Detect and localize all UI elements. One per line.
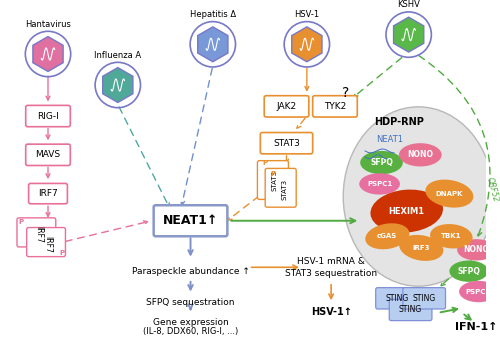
Polygon shape [394, 17, 424, 52]
Text: HSV-1: HSV-1 [294, 10, 320, 19]
FancyBboxPatch shape [260, 132, 312, 154]
FancyBboxPatch shape [265, 168, 296, 207]
Text: SFPQ sequestration: SFPQ sequestration [146, 298, 235, 307]
Text: STAT3: STAT3 [273, 139, 300, 148]
Text: MAVS: MAVS [36, 150, 60, 159]
Polygon shape [33, 37, 63, 71]
Text: Hantavirus: Hantavirus [25, 20, 71, 29]
Ellipse shape [360, 151, 403, 174]
Text: P: P [270, 171, 276, 177]
Ellipse shape [399, 235, 444, 261]
Ellipse shape [399, 143, 442, 166]
Ellipse shape [426, 179, 474, 208]
Text: NONO: NONO [464, 245, 489, 254]
Ellipse shape [459, 281, 498, 302]
Text: cGAS: cGAS [377, 233, 398, 239]
Text: STING: STING [412, 294, 436, 303]
FancyBboxPatch shape [26, 227, 66, 257]
Text: KSHV: KSHV [397, 0, 420, 9]
Text: SFPQ: SFPQ [458, 267, 480, 276]
Text: STAT3 sequestration: STAT3 sequestration [285, 269, 377, 277]
Text: IRF3: IRF3 [412, 245, 430, 251]
Text: SFPQ: SFPQ [370, 158, 393, 167]
Text: Hepatitis Δ: Hepatitis Δ [190, 10, 236, 19]
Text: HDP-RNP: HDP-RNP [374, 117, 424, 127]
Ellipse shape [343, 107, 494, 286]
Text: PSPC1: PSPC1 [466, 289, 491, 294]
Text: IRF7: IRF7 [38, 189, 58, 198]
Text: NEAT1: NEAT1 [376, 135, 403, 144]
Ellipse shape [370, 190, 443, 233]
Polygon shape [198, 27, 228, 62]
Text: STAT3: STAT3 [272, 169, 278, 191]
Text: Gene expression: Gene expression [152, 318, 228, 327]
Polygon shape [102, 68, 133, 102]
Text: STING: STING [386, 294, 408, 303]
Text: (IL-8, DDX60, RIG-I, ...): (IL-8, DDX60, RIG-I, ...) [143, 328, 238, 336]
Text: IRF7: IRF7 [34, 226, 43, 243]
Text: HSV-1 mRNA &: HSV-1 mRNA & [297, 257, 365, 266]
FancyBboxPatch shape [258, 161, 288, 199]
Text: TBK1: TBK1 [441, 233, 462, 239]
FancyBboxPatch shape [403, 288, 446, 309]
FancyBboxPatch shape [26, 144, 70, 166]
Text: Paraspeckle abundance ↑: Paraspeckle abundance ↑ [132, 267, 250, 276]
FancyBboxPatch shape [154, 205, 228, 236]
Text: IFN-1↑: IFN-1↑ [456, 322, 498, 332]
Text: NEAT1↑: NEAT1↑ [163, 214, 218, 227]
Ellipse shape [359, 173, 400, 195]
FancyBboxPatch shape [17, 218, 56, 247]
Polygon shape [292, 27, 322, 62]
FancyBboxPatch shape [26, 105, 70, 127]
Text: TYK2: TYK2 [324, 102, 346, 111]
Text: Influenza A: Influenza A [94, 51, 142, 60]
Text: P: P [262, 160, 268, 166]
Text: STING: STING [399, 306, 422, 314]
Text: P: P [18, 219, 24, 225]
Text: RIG-I: RIG-I [37, 112, 59, 121]
Text: IRF7: IRF7 [44, 236, 52, 252]
Text: ?: ? [342, 86, 349, 100]
FancyBboxPatch shape [376, 288, 418, 309]
Text: NONO: NONO [408, 150, 434, 159]
Ellipse shape [430, 224, 472, 248]
Text: PSPC1: PSPC1 [367, 181, 392, 187]
Ellipse shape [457, 239, 496, 261]
FancyBboxPatch shape [312, 96, 358, 117]
Text: ORF52: ORF52 [484, 176, 500, 203]
Text: STAT3: STAT3 [282, 179, 288, 200]
Text: HEXIM1: HEXIM1 [388, 207, 425, 216]
Text: JAK2: JAK2 [276, 102, 296, 111]
FancyBboxPatch shape [264, 96, 309, 117]
Ellipse shape [366, 223, 410, 249]
FancyBboxPatch shape [390, 299, 432, 321]
Text: DNAPK: DNAPK [436, 191, 463, 197]
FancyBboxPatch shape [28, 184, 68, 204]
Text: HSV-1↑: HSV-1↑ [310, 307, 352, 317]
Text: P: P [59, 250, 64, 256]
Ellipse shape [450, 261, 488, 282]
